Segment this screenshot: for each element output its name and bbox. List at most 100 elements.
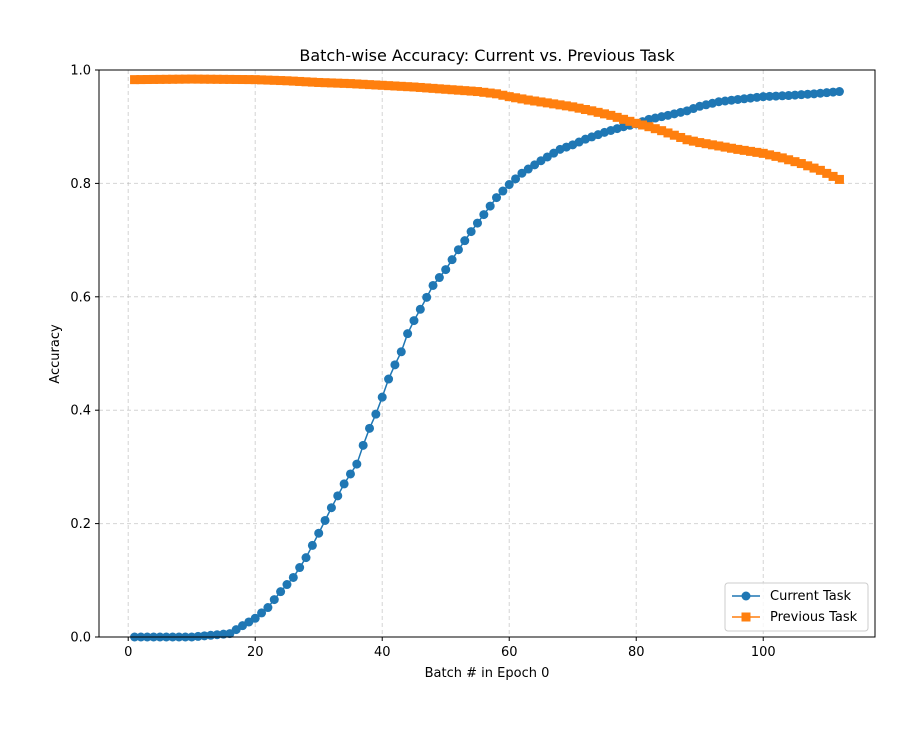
data-point: [365, 423, 375, 433]
data-point: [377, 392, 387, 402]
data-point: [485, 201, 495, 211]
data-point: [758, 92, 768, 102]
data-point: [225, 74, 235, 84]
data-point: [422, 83, 432, 93]
data-point: [333, 491, 343, 501]
data-point: [650, 124, 660, 134]
data-point: [269, 75, 279, 85]
data-point: [739, 145, 749, 155]
data-point: [498, 90, 508, 100]
data-point: [460, 236, 470, 246]
x-axis-title: Batch # in Epoch 0: [425, 666, 550, 681]
data-point: [326, 78, 336, 88]
data-point: [657, 126, 667, 136]
data-point: [790, 157, 800, 167]
data-point: [295, 563, 305, 573]
data-point: [574, 103, 584, 113]
data-point: [333, 78, 343, 88]
data-point: [377, 80, 387, 90]
data-point: [301, 77, 311, 87]
data-point: [511, 93, 521, 103]
data-point: [714, 141, 724, 151]
data-point: [834, 87, 844, 97]
data-point: [561, 101, 571, 111]
data-point: [536, 97, 546, 107]
data-point: [193, 74, 203, 84]
data-point: [199, 74, 209, 84]
x-axis: 0 20 40 60 80 100: [124, 637, 776, 660]
data-point: [447, 85, 457, 95]
data-point: [663, 128, 673, 138]
data-point: [803, 161, 813, 171]
data-point: [549, 99, 559, 109]
data-point: [466, 227, 476, 237]
series-previous-task: [130, 74, 844, 184]
data-point: [428, 280, 438, 290]
series-current-task: [130, 87, 844, 642]
data-point: [320, 515, 330, 525]
data-point: [358, 79, 368, 89]
data-point: [688, 136, 698, 146]
plot-background: [99, 70, 875, 637]
data-point: [492, 89, 502, 99]
data-point: [453, 85, 463, 95]
data-point: [390, 360, 400, 370]
data-point: [638, 120, 648, 130]
data-point: [307, 540, 317, 550]
y-tick-label: 0.8: [70, 177, 91, 192]
data-point: [384, 374, 394, 384]
data-point: [136, 75, 146, 85]
legend: Current Task Previous Task: [724, 582, 869, 632]
x-tick-label: 0: [124, 645, 132, 660]
data-point: [365, 80, 375, 90]
data-point: [276, 76, 286, 86]
data-point: [777, 91, 787, 101]
data-point: [619, 114, 629, 124]
data-point: [250, 75, 260, 85]
data-point: [339, 479, 349, 489]
data-point: [180, 74, 190, 84]
y-tick-label: 0.0: [70, 631, 91, 646]
data-point: [218, 74, 228, 84]
data-point: [625, 116, 635, 126]
data-point: [599, 109, 609, 119]
data-point: [384, 81, 394, 91]
data-point: [771, 91, 781, 101]
data-point: [517, 168, 527, 178]
data-point: [530, 160, 540, 170]
data-point: [314, 528, 324, 538]
data-point: [765, 150, 775, 160]
x-tick-label: 100: [751, 645, 776, 660]
legend-marker-current: [741, 591, 751, 601]
data-point: [206, 74, 216, 84]
data-point: [434, 84, 444, 94]
data-point: [390, 81, 400, 91]
data-point: [155, 74, 165, 84]
data-point: [276, 587, 286, 597]
x-tick-label: 20: [247, 645, 264, 660]
data-point: [485, 88, 495, 98]
data-point: [606, 110, 616, 120]
x-tick-label: 60: [501, 645, 518, 660]
data-point: [371, 409, 381, 419]
data-point: [307, 77, 317, 87]
data-point: [498, 186, 508, 196]
data-point: [352, 459, 362, 469]
data-point: [403, 82, 413, 92]
data-point: [453, 245, 463, 255]
data-point: [371, 80, 381, 90]
legend-marker-previous: [741, 612, 751, 622]
data-point: [345, 469, 355, 479]
y-axis-title: Accuracy: [48, 324, 63, 384]
data-point: [396, 81, 406, 91]
data-point: [168, 74, 178, 84]
data-point: [326, 503, 336, 513]
data-point: [530, 96, 540, 106]
plot-area: [98, 69, 876, 642]
data-point: [282, 76, 292, 86]
data-point: [822, 168, 832, 178]
data-point: [174, 74, 184, 84]
x-tick-label: 40: [374, 645, 391, 660]
data-point: [269, 595, 279, 605]
